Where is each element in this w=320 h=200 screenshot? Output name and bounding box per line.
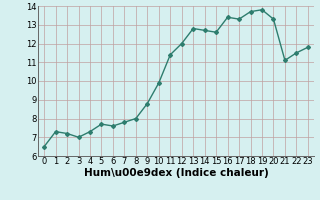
- X-axis label: Hum\u00e9dex (Indice chaleur): Hum\u00e9dex (Indice chaleur): [84, 168, 268, 178]
